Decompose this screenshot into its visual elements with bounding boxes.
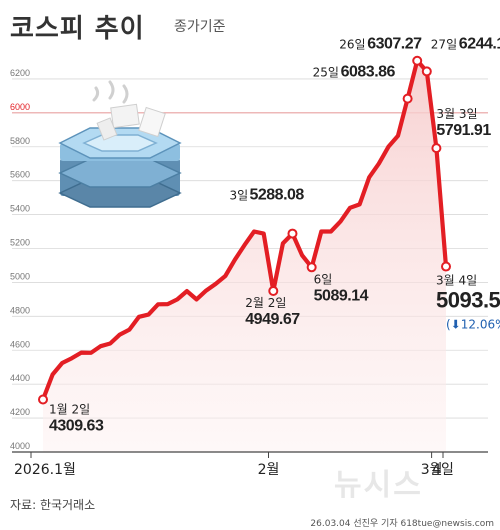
- series-line: [40, 58, 449, 402]
- annotation-date-8: 3월 4일: [436, 274, 477, 288]
- y-tick-label-4800: 4800: [10, 305, 30, 315]
- chart-subtitle: 종가기준: [174, 19, 226, 35]
- y-tick-label-4200: 4200: [10, 407, 30, 417]
- y-tick-label-6000: 6000: [10, 102, 30, 112]
- annotation-value-0: 4309.63: [49, 417, 104, 434]
- x-tick-label-2: 3월: [421, 462, 443, 478]
- point-marker-8: [441, 261, 451, 272]
- annotation-date-2: 3일: [229, 189, 248, 203]
- x-tick-label-0: 2026.1월: [14, 462, 76, 478]
- annotation-value-3: 5089.14: [314, 287, 369, 304]
- y-tick-label-4400: 4400: [10, 373, 30, 383]
- illustration: [58, 80, 182, 208]
- illustration-top-inner: [82, 134, 158, 152]
- annotation-date-5: 26일: [339, 38, 365, 52]
- illustration-steam: [92, 80, 129, 104]
- point-marker-5: [412, 55, 423, 66]
- annotation-change-8: (⬇12.06%): [446, 318, 500, 332]
- annotation-date-7: 3월 3일: [436, 107, 477, 121]
- y-tick-label-6200: 6200: [10, 68, 30, 78]
- y-tick-label-5800: 5800: [10, 136, 30, 146]
- annotation-value-5: 6307.27: [367, 36, 422, 53]
- illustration-paper-1: [110, 103, 140, 129]
- annotation-value-7: 5791.91: [436, 122, 491, 139]
- watermark: 뉴시스: [334, 468, 423, 503]
- annotation-value-4: 6083.86: [341, 64, 396, 81]
- annotation-date-0: 1월 2일: [49, 402, 90, 416]
- chart-title: 코스피 추이: [10, 14, 145, 44]
- annotation-value-2: 5288.08: [249, 187, 304, 204]
- point-marker-1: [268, 285, 279, 296]
- annotation-value-8: 5093.54: [436, 288, 500, 313]
- point-marker-0: [38, 394, 48, 405]
- y-tick-label-5600: 5600: [10, 170, 30, 180]
- y-tick-label-4000: 4000: [10, 441, 30, 451]
- point-marker-2: [287, 228, 298, 239]
- annotation-date-3: 6일: [314, 272, 333, 286]
- y-tick-label-5000: 5000: [10, 271, 30, 281]
- annotation-date-1: 2월 2일: [245, 296, 286, 310]
- illustration-paper-2: [138, 106, 166, 138]
- point-marker-4: [402, 93, 413, 104]
- y-tick-label-4600: 4600: [10, 339, 30, 349]
- annotation-5: 26일 6307.27: [339, 36, 422, 53]
- point-marker-3: [306, 262, 317, 273]
- annotation-date-4: 25일: [313, 66, 339, 80]
- point-marker-6: [421, 66, 432, 77]
- annotation-4: 25일 6083.86: [313, 64, 396, 81]
- x-tick-label-3: 4일: [432, 462, 454, 478]
- annotation-date-6: 27일: [431, 37, 457, 51]
- illustration-paper-3: [96, 117, 118, 141]
- source-note: 자료: 한국거래소: [10, 498, 96, 512]
- y-tick-label-5200: 5200: [10, 238, 30, 248]
- x-tick-label-1: 2월: [258, 462, 280, 478]
- annotation-value-6: 6244.13: [459, 35, 500, 52]
- annotation-2: 3일 5288.08: [229, 187, 304, 204]
- point-marker-7: [431, 143, 442, 154]
- annotation-value-1: 4949.67: [245, 311, 300, 328]
- credit-note: 26.03.04 선진우 기자 618tue@newsis.com: [310, 519, 494, 529]
- area-fill: [43, 60, 446, 452]
- y-tick-label-5400: 5400: [10, 204, 30, 214]
